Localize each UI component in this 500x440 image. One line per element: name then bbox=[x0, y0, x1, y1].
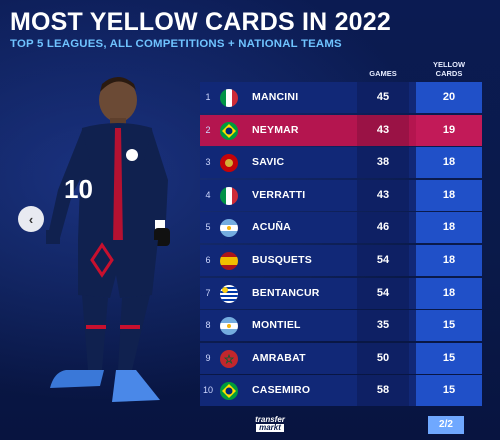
games-count: 58 bbox=[357, 375, 409, 407]
table-row: 1 MANCINI 45 20 bbox=[200, 82, 482, 113]
flag-argentina-icon bbox=[220, 219, 238, 238]
games-count: 43 bbox=[357, 114, 409, 146]
logo-line2: markt bbox=[256, 424, 284, 432]
page-indicator: 2/2 bbox=[428, 416, 464, 434]
yellow-cards-count: 20 bbox=[416, 82, 482, 113]
flag-brazil-icon bbox=[220, 121, 238, 140]
flag-spain-icon bbox=[220, 252, 238, 270]
player-name: MONTIEL bbox=[252, 319, 301, 332]
column-header-yellow-line2: CARDS bbox=[435, 69, 463, 78]
flag-argentina-icon bbox=[220, 317, 238, 336]
flag-montenegro-icon bbox=[220, 154, 238, 173]
games-count: 38 bbox=[357, 147, 409, 179]
previous-slide-button[interactable]: ‹ bbox=[18, 206, 44, 232]
games-count: 46 bbox=[357, 212, 409, 244]
player-name: SAVIC bbox=[252, 156, 285, 169]
table-row: 9 AMRABAT 50 15 bbox=[200, 342, 482, 374]
row-rank: 6 bbox=[205, 255, 211, 265]
player-name: ACUÑA bbox=[252, 221, 291, 234]
column-header-games: GAMES bbox=[369, 69, 397, 78]
yellow-cards-count: 15 bbox=[416, 375, 482, 407]
yellow-cards-count: 15 bbox=[416, 342, 482, 374]
games-count: 35 bbox=[357, 310, 409, 342]
games-count: 45 bbox=[357, 82, 409, 113]
flag-italy-icon bbox=[220, 186, 238, 205]
logo-line1: transfer bbox=[255, 415, 285, 424]
yellow-cards-count: 18 bbox=[416, 245, 482, 276]
row-rank: 4 bbox=[205, 189, 211, 200]
games-count: 54 bbox=[357, 277, 409, 309]
chevron-left-icon: ‹ bbox=[28, 211, 34, 227]
flag-uruguay-icon bbox=[220, 284, 238, 303]
player-name: AMRABAT bbox=[252, 351, 306, 364]
page-subtitle: TOP 5 LEAGUES, ALL COMPETITIONS + NATION… bbox=[10, 38, 342, 50]
flag-morocco-icon bbox=[220, 349, 238, 368]
table-row: 3 SAVIC 38 18 bbox=[200, 147, 482, 179]
player-name: BUSQUETS bbox=[252, 254, 312, 266]
table-row: 6 BUSQUETS 54 18 bbox=[200, 245, 482, 276]
yellow-cards-count: 18 bbox=[416, 147, 482, 179]
games-count: 43 bbox=[357, 179, 409, 211]
row-rank: 2 bbox=[205, 124, 211, 135]
shirt-number: 10 bbox=[64, 174, 93, 204]
flag-italy-icon bbox=[220, 89, 238, 107]
table-row: 2 NEYMAR 43 19 bbox=[200, 114, 482, 146]
table-row: 5 ACUÑA 46 18 bbox=[200, 212, 482, 244]
games-count: 50 bbox=[357, 342, 409, 374]
player-name: VERRATTI bbox=[252, 188, 306, 201]
yellow-cards-count: 18 bbox=[416, 277, 482, 309]
yellow-cards-count: 15 bbox=[416, 310, 482, 342]
table-row: 10 CASEMIRO 58 15 bbox=[200, 375, 482, 407]
yellow-cards-count: 19 bbox=[416, 114, 482, 146]
row-rank: 5 bbox=[205, 222, 211, 233]
row-rank: 3 bbox=[205, 157, 211, 168]
table-row: 8 MONTIEL 35 15 bbox=[200, 310, 482, 342]
yellow-cards-count: 18 bbox=[416, 179, 482, 211]
table-row: 4 VERRATTI 43 18 bbox=[200, 179, 482, 211]
player-name: CASEMIRO bbox=[252, 384, 311, 397]
column-header-yellow-line1: YELLOW bbox=[432, 60, 466, 69]
player-photo: 10 bbox=[46, 77, 170, 402]
player-name: MANCINI bbox=[252, 91, 299, 103]
row-rank: 8 bbox=[205, 320, 211, 331]
column-header-yellow-cards: YELLOW CARDS bbox=[416, 60, 482, 78]
table-row: 7 BENTANCUR 54 18 bbox=[200, 277, 482, 309]
row-rank: 7 bbox=[205, 287, 211, 298]
flag-brazil-icon bbox=[220, 382, 238, 401]
yellow-cards-count: 18 bbox=[416, 212, 482, 244]
transfermarkt-logo: transfer markt bbox=[240, 414, 300, 434]
player-name: NEYMAR bbox=[252, 123, 299, 136]
player-name: BENTANCUR bbox=[252, 286, 320, 299]
games-count: 54 bbox=[357, 245, 409, 276]
row-rank: 1 bbox=[205, 92, 211, 102]
page-title: MOST YELLOW CARDS IN 2022 bbox=[10, 8, 391, 36]
row-rank: 9 bbox=[205, 352, 211, 363]
row-rank: 10 bbox=[202, 385, 213, 396]
